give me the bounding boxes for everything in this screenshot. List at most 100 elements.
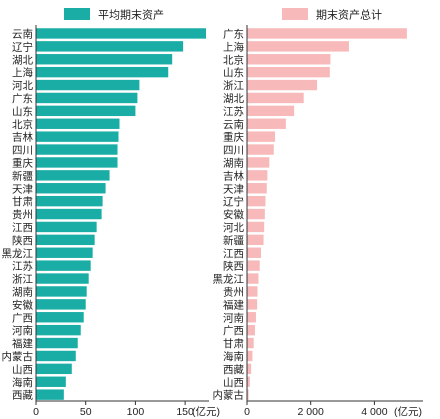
right-category-label-6: 湖北 [223, 93, 244, 105]
right-x-tick-label-2: 2 000 [298, 406, 324, 418]
left-category-label-5: 河北 [12, 80, 33, 92]
right-bar-9 [247, 131, 276, 142]
right-category-label-8: 云南 [223, 118, 244, 131]
right-category-label-3: 北京 [223, 53, 244, 66]
right-category-label-1: 广东 [223, 27, 244, 40]
left-bar-4 [36, 66, 169, 78]
right-category-label-18: 江西 [223, 248, 244, 260]
right-category-label-2: 上海 [223, 40, 244, 53]
left-unit-label: (亿元) [192, 405, 220, 418]
right-category-label-21: 贵州 [223, 285, 244, 298]
right-x-tick-label-1: 0 [244, 406, 250, 418]
right-bar-21 [247, 286, 258, 297]
left-category-label-7: 山东 [12, 105, 33, 118]
right-x-tick-label-3: 4 000 [361, 406, 387, 418]
right-bar-5 [247, 79, 318, 91]
right-bar-25 [247, 337, 254, 349]
left-bar-19 [36, 260, 91, 271]
right-bar-3 [247, 54, 331, 65]
right-bar-14 [247, 195, 266, 207]
right-category-label-14: 辽宁 [223, 195, 244, 208]
right-legend-swatch [282, 8, 308, 20]
left-bar-24 [36, 324, 81, 336]
right-category-label-28: 山西 [223, 377, 244, 389]
left-category-label-22: 安徽 [12, 298, 33, 311]
left-bar-25 [36, 337, 78, 349]
right-bar-12 [247, 170, 268, 181]
right-bar-15 [247, 208, 265, 220]
left-category-label-1: 云南 [12, 27, 33, 40]
left-bar-17 [36, 234, 95, 246]
right-category-label-23: 河南 [223, 311, 244, 324]
right-category-label-5: 浙江 [223, 80, 244, 92]
right-category-label-25: 甘肃 [223, 337, 244, 350]
left-bar-11 [36, 157, 118, 168]
right-bar-8 [247, 118, 286, 129]
right-bar-4 [247, 66, 330, 78]
right-bar-16 [247, 221, 265, 233]
left-bar-16 [36, 221, 97, 233]
right-category-label-12: 吉林 [223, 169, 244, 182]
right-bar-24 [247, 324, 255, 336]
right-unit-label: (亿元) [394, 405, 422, 418]
right-category-label-27: 西藏 [223, 364, 244, 376]
left-category-label-2: 辽宁 [12, 40, 33, 53]
left-category-label-17: 陕西 [12, 234, 33, 247]
left-bar-13 [36, 183, 106, 194]
left-bar-23 [36, 312, 84, 323]
right-bar-1 [247, 28, 407, 39]
left-bar-28 [36, 376, 66, 387]
right-bar-28 [247, 376, 250, 387]
right-category-label-11: 湖南 [223, 156, 244, 169]
left-category-label-29: 西藏 [12, 390, 33, 402]
left-x-tick-label-3: 100 [127, 406, 145, 418]
left-bar-10 [36, 144, 118, 155]
left-bar-5 [36, 79, 140, 91]
left-category-label-6: 广东 [12, 92, 33, 105]
left-x-tick-label-1: 0 [33, 406, 39, 418]
left-bar-7 [36, 105, 136, 117]
right-category-label-16: 河北 [223, 222, 244, 234]
left-bar-26 [36, 350, 76, 362]
left-bar-18 [36, 247, 93, 258]
right-bar-19 [247, 260, 260, 271]
left-category-label-14: 甘肃 [12, 195, 33, 208]
left-category-label-26: 内蒙古 [2, 350, 34, 363]
left-category-label-25: 福建 [12, 337, 33, 350]
right-bar-13 [247, 183, 267, 194]
left-category-label-27: 山西 [12, 364, 33, 376]
left-bar-6 [36, 92, 138, 104]
left-bar-29 [36, 389, 64, 400]
left-x-tick-label-2: 50 [80, 406, 92, 418]
left-category-label-18: 黑龙江 [2, 247, 34, 260]
left-category-label-13: 天津 [12, 183, 33, 195]
right-category-label-20: 黑龙江 [213, 273, 245, 286]
right-category-label-4: 山东 [223, 66, 244, 79]
left-bar-3 [36, 54, 173, 65]
right-bar-26 [247, 350, 253, 362]
left-x-tick-label-4: 150 [176, 406, 194, 418]
right-category-label-24: 广西 [223, 325, 244, 337]
right-bar-6 [247, 92, 304, 104]
left-category-label-9: 吉林 [12, 131, 33, 144]
left-bar-12 [36, 170, 110, 181]
left-category-label-11: 重庆 [12, 156, 33, 169]
right-bar-2 [247, 41, 349, 52]
left-category-label-15: 贵州 [12, 208, 33, 221]
right-category-label-15: 安徽 [223, 208, 244, 221]
left-category-label-23: 广西 [12, 312, 33, 324]
left-category-label-24: 河南 [12, 324, 33, 337]
left-category-label-19: 江苏 [12, 260, 33, 273]
right-bar-27 [247, 363, 252, 375]
right-category-label-29: 内蒙古 [213, 389, 245, 402]
right-bar-22 [247, 299, 258, 310]
left-legend-label: 平均期末资产 [98, 8, 164, 22]
right-legend-label: 期末资产总计 [316, 8, 382, 22]
right-category-label-17: 新疆 [223, 234, 244, 247]
left-category-label-10: 四川 [12, 145, 33, 157]
left-category-label-8: 北京 [12, 118, 33, 131]
right-bar-10 [247, 144, 274, 155]
right-bar-11 [247, 157, 270, 168]
left-category-label-16: 江西 [12, 222, 33, 234]
